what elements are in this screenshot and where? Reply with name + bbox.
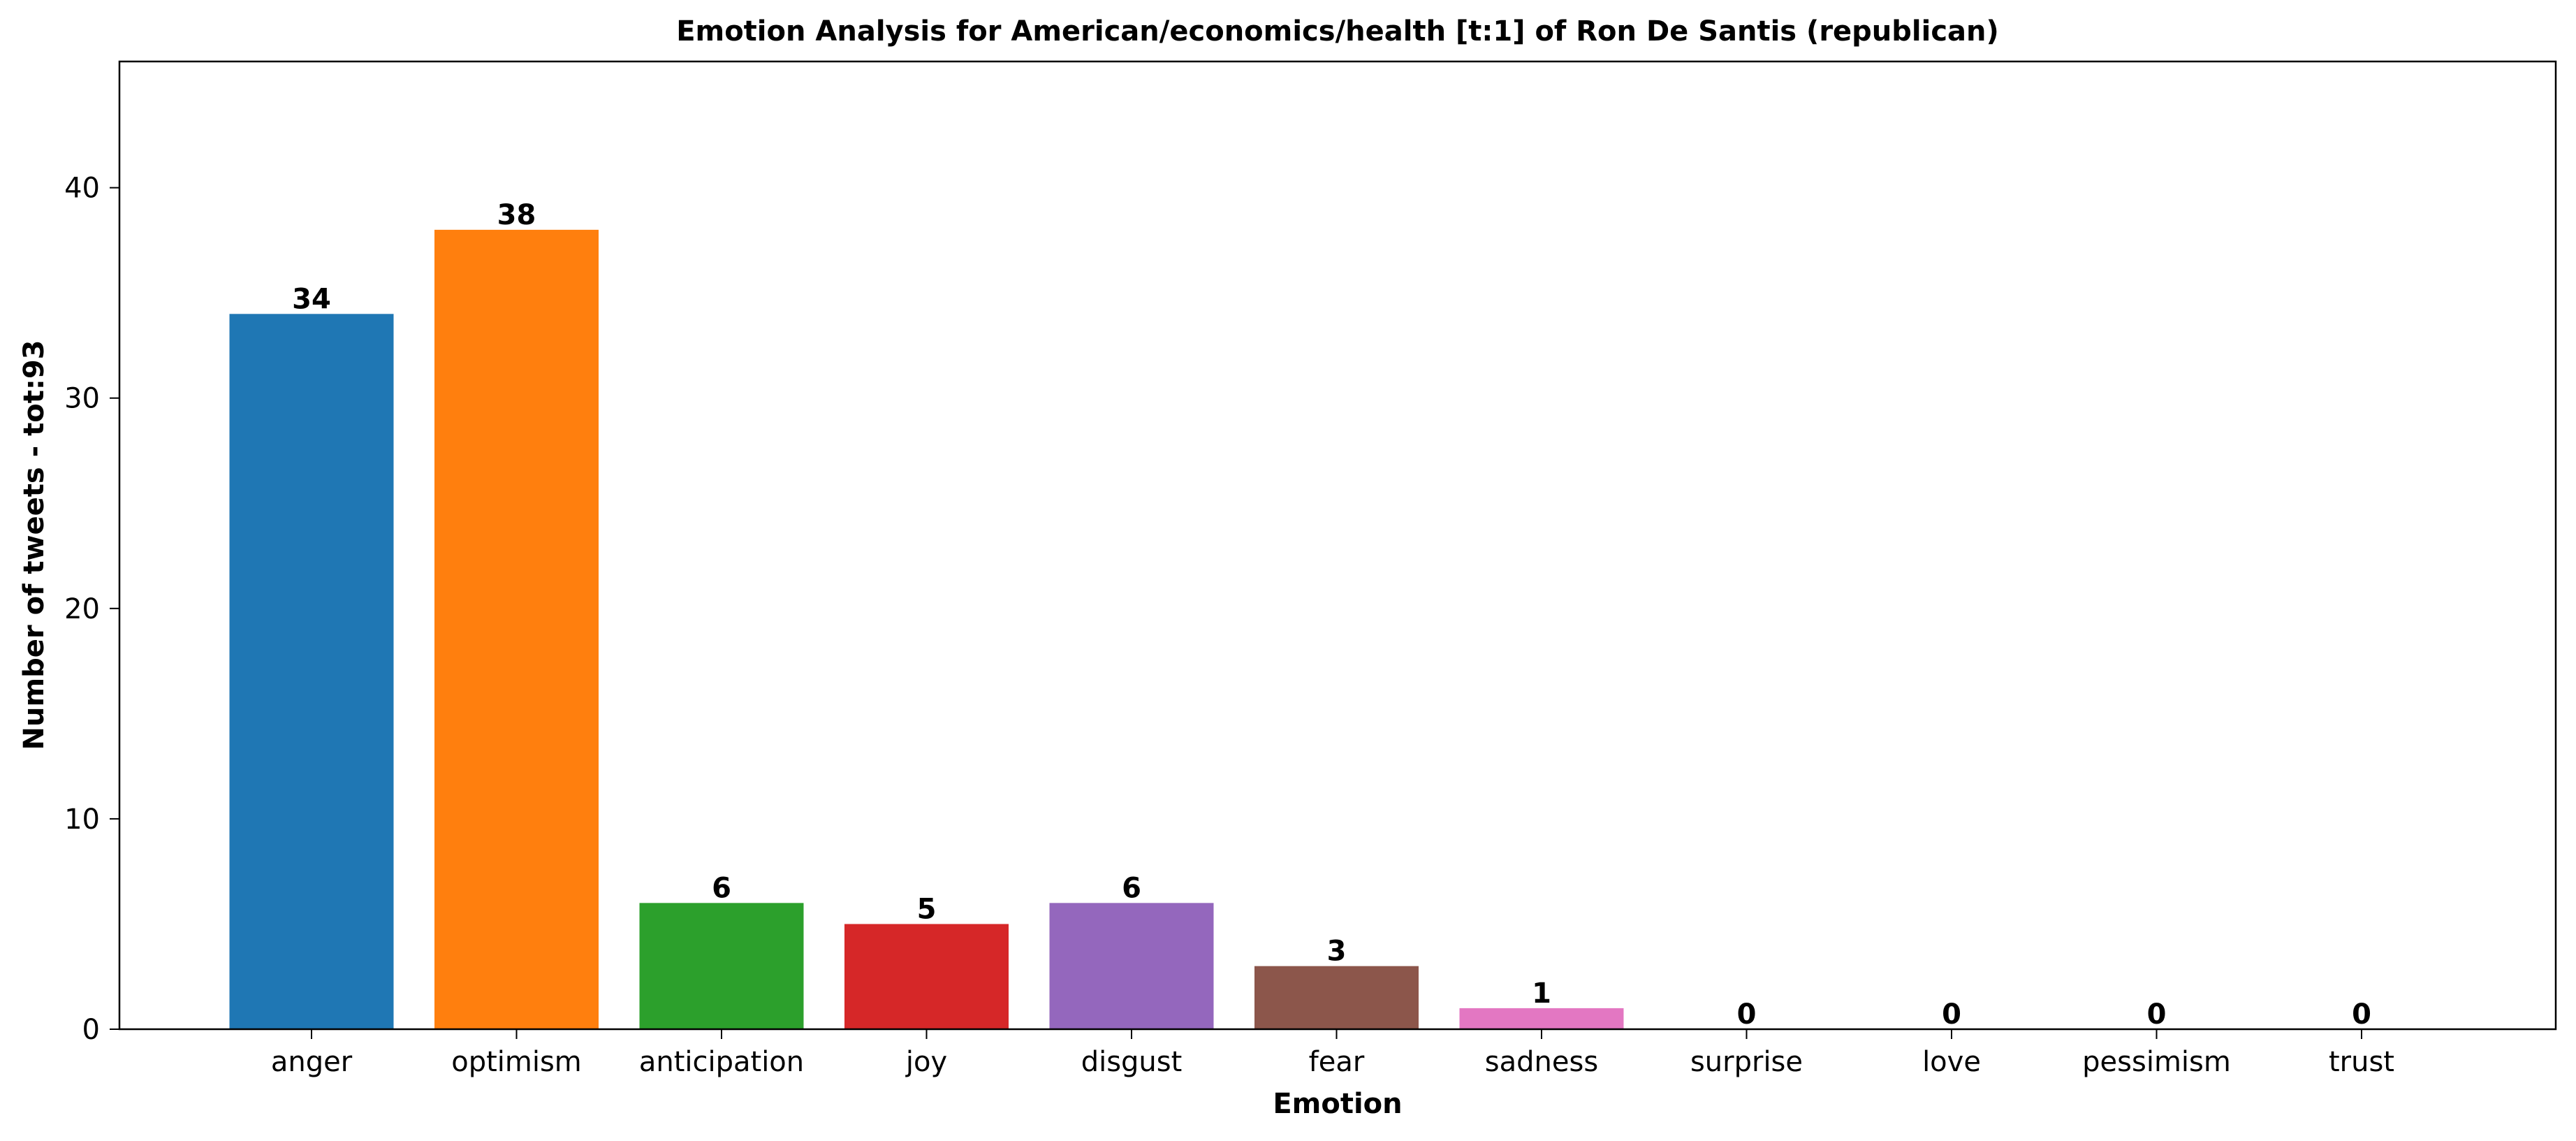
bar-anticipation [639, 903, 804, 1029]
chart-title: Emotion Analysis for American/economics/… [676, 15, 1999, 48]
data-label-anger: 34 [292, 283, 331, 315]
data-label-love: 0 [1942, 998, 1961, 1031]
x-tick-label-anger: anger [271, 1046, 353, 1078]
bars-group [229, 229, 1624, 1030]
x-axis-ticks: anger optimism anticipation joy disgust fear s… [271, 1029, 2394, 1078]
data-labels-group: 34 38 6 5 6 3 1 0 0 0 0 [292, 199, 2371, 1031]
data-label-joy: 5 [917, 893, 937, 925]
x-tick-label-anticipation: anticipation [639, 1046, 804, 1078]
x-tick-label-surprise: surprise [1690, 1046, 1803, 1078]
data-label-surprise: 0 [1737, 998, 1757, 1031]
x-tick-label-love: love [1922, 1046, 1981, 1078]
bar-anger [229, 314, 394, 1030]
x-tick-label-joy: joy [905, 1046, 947, 1078]
data-label-optimism: 38 [497, 199, 536, 231]
bar-fear [1254, 966, 1419, 1029]
plot-frame [118, 60, 2557, 1031]
x-axis-label: Emotion [1273, 1088, 1402, 1120]
data-label-trust: 0 [2352, 998, 2371, 1031]
y-tick-label-20: 20 [64, 593, 100, 625]
x-tick-label-optimism: optimism [451, 1046, 582, 1078]
y-tick-label-30: 30 [64, 383, 100, 415]
data-label-fear: 3 [1327, 936, 1347, 968]
x-tick-label-fear: fear [1309, 1046, 1365, 1078]
data-label-disgust: 6 [1122, 872, 1141, 904]
bar-joy [844, 924, 1009, 1029]
y-axis-label: Number of tweets - tot:93 [18, 340, 50, 750]
y-tick-label-10: 10 [64, 804, 100, 836]
bar-disgust [1049, 903, 1214, 1029]
y-tick-label-0: 0 [82, 1014, 100, 1046]
bar-sadness [1459, 1008, 1624, 1029]
y-tick-label-40: 40 [64, 173, 100, 205]
y-axis-ticks: 0 10 20 30 40 [64, 173, 119, 1046]
data-label-pessimism: 0 [2147, 998, 2167, 1031]
bar-optimism [434, 229, 599, 1029]
x-tick-label-disgust: disgust [1081, 1046, 1183, 1078]
data-label-sadness: 1 [1532, 978, 1551, 1010]
x-tick-label-trust: trust [2329, 1046, 2394, 1078]
x-tick-label-pessimism: pessimism [2082, 1046, 2231, 1078]
x-tick-label-sadness: sadness [1485, 1046, 1598, 1078]
data-label-anticipation: 6 [712, 872, 731, 904]
